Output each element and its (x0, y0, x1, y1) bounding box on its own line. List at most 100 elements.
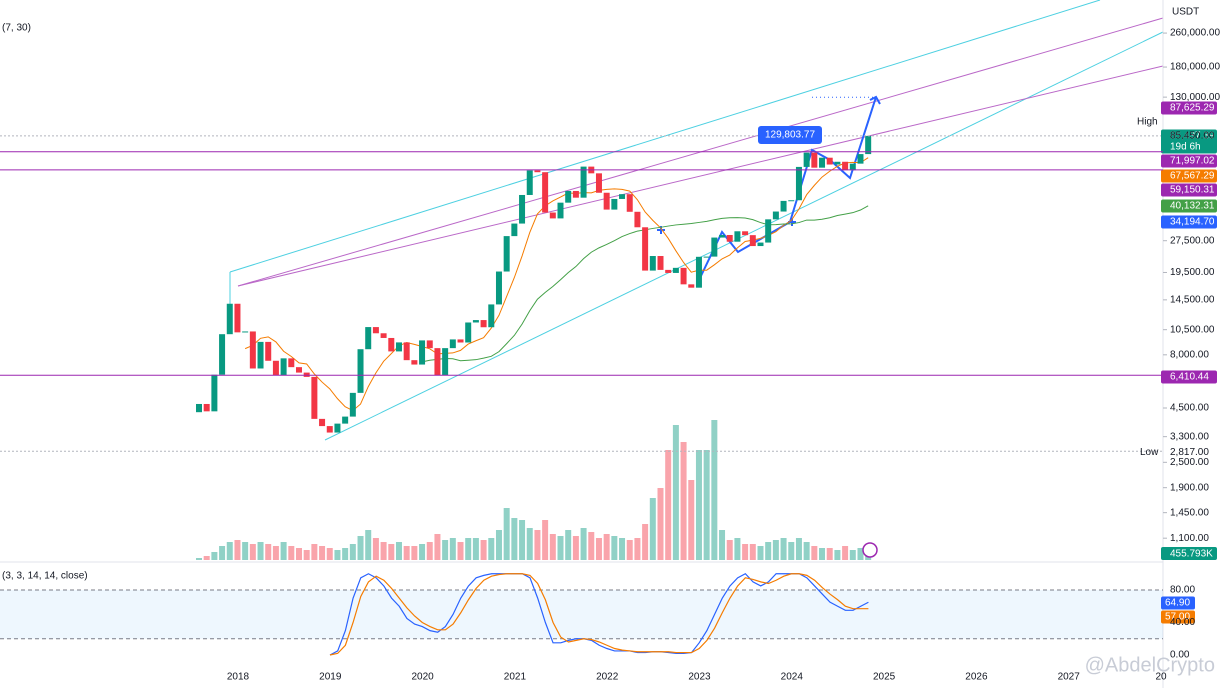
volume-bar (480, 540, 487, 560)
candle-body (219, 334, 226, 375)
x-tick-label: 2021 (504, 672, 527, 683)
volume-bar (249, 544, 256, 560)
volume-bar (688, 480, 695, 560)
price-tag (1161, 183, 1217, 197)
volume-bar (295, 548, 302, 560)
price-tag-label: 34,194.70 (1170, 217, 1215, 228)
volume-bar (857, 548, 864, 560)
candle-body (242, 331, 249, 333)
channel-line (324, 31, 1164, 441)
candle-body (480, 320, 487, 328)
volume-bar (365, 530, 372, 560)
stoch-tick-label: 40.00 (1170, 617, 1195, 628)
volume-bar (572, 536, 579, 560)
countdown: 19d 6h (1170, 142, 1201, 153)
candle-body (765, 219, 772, 243)
candle-body (603, 192, 610, 210)
volume-bar (495, 530, 502, 560)
y-tick-label: 14,500.00 (1170, 294, 1215, 305)
channel-line (237, 65, 1164, 287)
volume-bar (788, 542, 795, 560)
volume-bar (380, 542, 387, 560)
volume-bar (219, 546, 226, 560)
volume-bar (334, 550, 341, 560)
candle-body (234, 303, 241, 333)
y-tick-label: 260,000.00 (1170, 28, 1220, 39)
candle-body (465, 322, 472, 343)
candle-body (657, 256, 664, 270)
volume-bar (742, 544, 749, 560)
price-tag (1161, 154, 1217, 168)
volume-bar (419, 544, 426, 560)
candle-body (488, 304, 495, 328)
candle-body (280, 358, 287, 376)
candle-body (672, 267, 679, 273)
volume-bar (588, 532, 595, 560)
candle-body (265, 341, 272, 361)
volume-bar (303, 550, 310, 560)
candle-body (249, 331, 256, 369)
stoch-line (329, 573, 869, 656)
candle-body (349, 392, 356, 417)
volume-bar (434, 534, 441, 560)
candle-body (665, 269, 672, 273)
candle-body (634, 211, 641, 228)
stoch-tag-label: 57.00 (1165, 612, 1190, 623)
candle-body (395, 342, 402, 352)
candle-body (742, 231, 749, 236)
price-tag-label: 59,150.31 (1170, 185, 1215, 196)
candle-body (495, 271, 502, 305)
volume-bar (834, 550, 841, 560)
candle-body (749, 235, 756, 247)
candle-body (703, 256, 710, 258)
volume-bar (557, 536, 564, 560)
candle-body (842, 161, 849, 171)
candle-body (272, 360, 279, 376)
volume-bar (211, 552, 218, 560)
volume-bar (257, 542, 264, 560)
price-tag-label: 6,410.44 (1170, 372, 1209, 383)
candle-body (326, 426, 333, 433)
moving-average (244, 157, 869, 412)
x-tick-label: 2027 (1058, 672, 1081, 683)
x-tick-label: 2025 (873, 672, 896, 683)
cross-marks (657, 218, 796, 234)
volume-bar (719, 530, 726, 560)
candle-body (649, 256, 656, 271)
stoch-line (329, 573, 869, 656)
x-tick-label: 20 (1155, 672, 1167, 683)
volume-bar (842, 546, 849, 560)
candle-body (380, 333, 387, 338)
candle-body (203, 403, 210, 412)
candle-body (311, 376, 318, 419)
annotation-box (758, 126, 822, 144)
y-tick-label: 19,500.00 (1170, 267, 1215, 278)
volume-bar (734, 538, 741, 560)
volume-bar (442, 540, 449, 560)
stoch-label: (3, 3, 14, 14, close) (2, 571, 88, 582)
candle-body (565, 190, 572, 203)
price-tag-label: 40,132.31 (1170, 201, 1215, 212)
volume-bar (534, 530, 541, 560)
volume-bar (726, 540, 733, 560)
stoch-tag (1161, 596, 1195, 610)
volume-bar (565, 530, 572, 560)
low-label: 2,817.00 (1170, 447, 1209, 458)
candle-body (626, 194, 633, 212)
candle-body (734, 231, 741, 242)
candle-body (211, 374, 218, 412)
candle-body (557, 202, 564, 219)
candle-body (688, 284, 695, 288)
volume-bar (780, 538, 787, 560)
y-tick-label: 2,500.00 (1170, 457, 1209, 468)
volume-bar (595, 538, 602, 560)
candle-body (411, 360, 418, 365)
annotation-label: 129,803.77 (765, 130, 815, 141)
candle-body (526, 170, 533, 195)
candle-body (726, 234, 733, 242)
volume-bar (749, 544, 756, 560)
price-tag-label: 85,437.39 (1170, 131, 1215, 142)
volume-bar (803, 542, 810, 560)
candle-body (295, 367, 302, 373)
candle-body (419, 340, 426, 365)
